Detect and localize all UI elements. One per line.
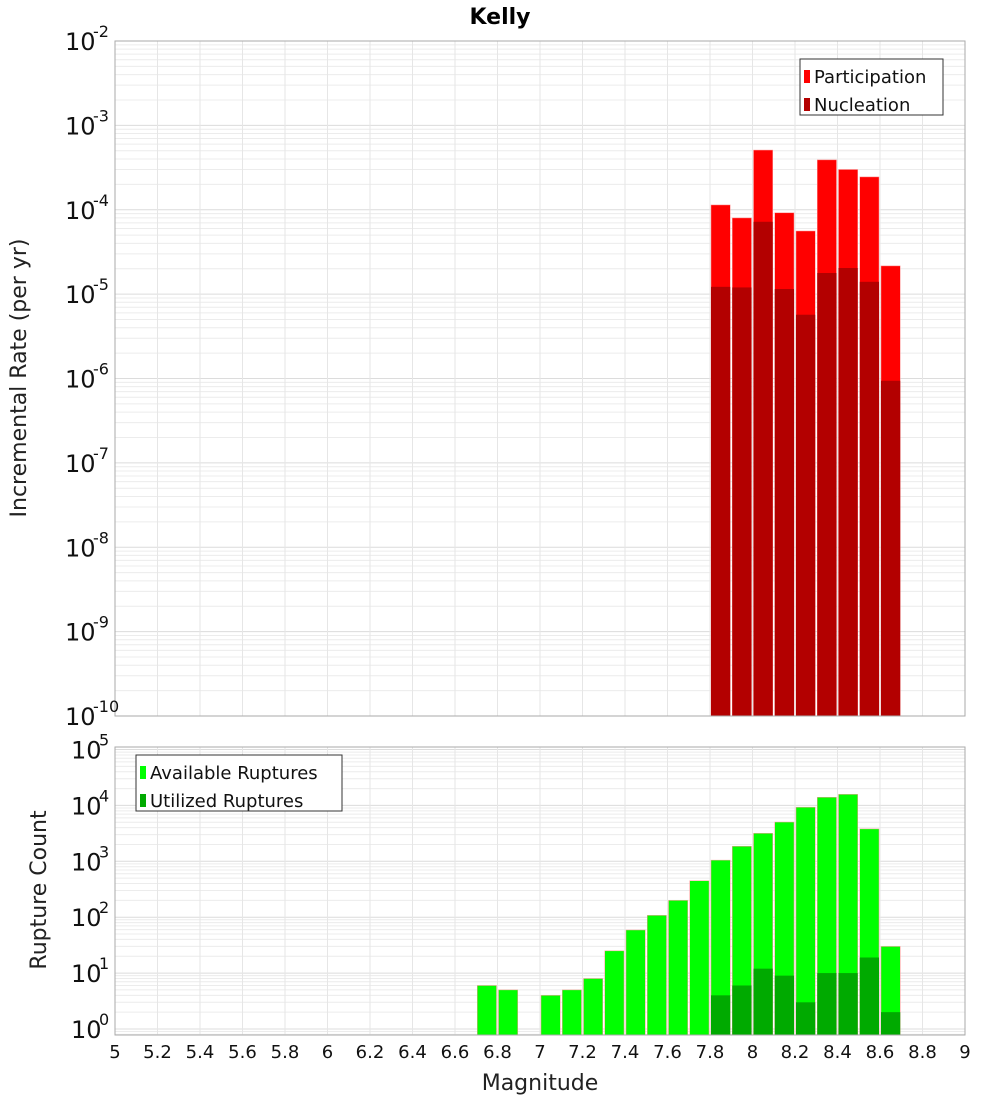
- bar-available-ruptures: [625, 929, 646, 1036]
- y-tick-label: 10: [71, 960, 102, 988]
- y-tick-label: 10: [65, 366, 96, 394]
- legend-swatch: [140, 794, 146, 807]
- x-tick-label: 8.6: [866, 1042, 895, 1063]
- y-tick-exponent: -10: [93, 697, 119, 716]
- bar-available-ruptures: [668, 900, 688, 1036]
- bar-utilized-ruptures: [881, 1012, 901, 1035]
- y-tick-label: 10: [65, 281, 96, 309]
- y-tick-exponent: -2: [93, 22, 109, 41]
- x-tick-label: 5.4: [186, 1042, 215, 1063]
- bar-nucleation: [859, 281, 879, 716]
- legend-label: Utilized Ruptures: [150, 791, 303, 812]
- y-tick-label: 10: [65, 450, 96, 478]
- y-tick-exponent: 2: [99, 898, 109, 917]
- x-tick-label: 7.8: [696, 1042, 725, 1063]
- legend-label: Participation: [814, 67, 926, 88]
- bar-utilized-ruptures: [732, 985, 752, 1035]
- bar-nucleation: [881, 380, 901, 716]
- bar-utilized-ruptures: [711, 995, 731, 1035]
- x-tick-label: 9: [959, 1042, 970, 1063]
- bar-available-ruptures: [689, 880, 710, 1036]
- y-tick-exponent: 0: [99, 1010, 109, 1029]
- y-tick-label: 10: [65, 703, 96, 731]
- x-tick-label: 8: [747, 1042, 758, 1063]
- x-tick-label: 8.2: [781, 1042, 810, 1063]
- y-tick-exponent: 4: [99, 786, 109, 805]
- y-tick-label: 10: [65, 619, 96, 647]
- y-tick-exponent: -6: [93, 360, 109, 379]
- bar-nucleation: [753, 221, 773, 716]
- x-tick-label: 5: [109, 1042, 120, 1063]
- x-tick-label: 7.6: [653, 1042, 682, 1063]
- y-tick-label: 10: [65, 28, 96, 56]
- x-tick-label: 7: [534, 1042, 545, 1063]
- bar-nucleation: [817, 272, 837, 716]
- y-tick-exponent: -4: [93, 191, 109, 210]
- y-tick-label: 10: [65, 534, 96, 562]
- x-axis-label: Magnitude: [482, 1071, 599, 1096]
- y-tick-label: 10: [65, 112, 96, 140]
- bottom-y-axis-label: Rupture Count: [27, 810, 52, 970]
- bar-available-ruptures: [604, 950, 625, 1036]
- y-tick-label: 10: [71, 737, 102, 765]
- bar-available-ruptures: [498, 989, 518, 1036]
- x-tick-label: 5.2: [143, 1042, 172, 1063]
- y-tick-label: 10: [71, 1016, 102, 1044]
- legend-swatch: [804, 98, 810, 111]
- legend-box: [799, 58, 944, 116]
- bar-utilized-ruptures: [838, 973, 858, 1035]
- y-tick-exponent: -8: [93, 528, 109, 547]
- x-tick-label: 6.6: [441, 1042, 470, 1063]
- bar-nucleation: [838, 267, 858, 716]
- legend-label: Available Ruptures: [150, 763, 318, 784]
- y-tick-label: 10: [71, 848, 102, 876]
- plot-frame: [114, 40, 966, 717]
- bar-nucleation: [711, 286, 731, 716]
- plot-frame: [114, 746, 966, 1036]
- x-tick-label: 6.2: [356, 1042, 385, 1063]
- y-tick-exponent: 1: [99, 954, 109, 973]
- x-tick-label: 8.8: [908, 1042, 937, 1063]
- y-tick-exponent: 3: [99, 842, 109, 861]
- x-tick-label: 8.4: [823, 1042, 852, 1063]
- bar-nucleation: [732, 287, 752, 716]
- x-tick-label: 6.8: [483, 1042, 512, 1063]
- bar-available-ruptures: [583, 978, 603, 1036]
- bar-available-ruptures: [540, 995, 561, 1036]
- bar-available-ruptures: [562, 989, 582, 1036]
- x-tick-label: 7.2: [568, 1042, 597, 1063]
- top-plot-area: 10-1010-910-810-710-610-510-410-310-2Par…: [65, 22, 966, 731]
- bar-utilized-ruptures: [796, 1002, 816, 1035]
- y-tick-exponent: 5: [99, 731, 109, 750]
- y-tick-label: 10: [71, 904, 102, 932]
- x-tick-label: 6.4: [398, 1042, 427, 1063]
- x-tick-label: 7.4: [611, 1042, 640, 1063]
- bar-available-ruptures: [647, 915, 667, 1036]
- bar-nucleation: [796, 314, 816, 716]
- legend-box: [135, 754, 343, 812]
- bar-utilized-ruptures: [859, 957, 879, 1035]
- bar-available-ruptures: [795, 806, 816, 1036]
- bar-utilized-ruptures: [774, 975, 794, 1035]
- bar-nucleation: [774, 289, 794, 716]
- x-tick-label: 5.8: [271, 1042, 300, 1063]
- top-y-axis-label: Incremental Rate (per yr): [7, 239, 32, 518]
- legend-swatch: [804, 70, 810, 83]
- y-tick-exponent: -9: [93, 613, 109, 632]
- y-tick-exponent: -3: [93, 106, 109, 125]
- legend-label: Nucleation: [814, 95, 910, 116]
- x-tick-label: 5.6: [228, 1042, 257, 1063]
- y-tick-exponent: -7: [93, 444, 109, 463]
- bar-available-ruptures: [477, 985, 497, 1036]
- bar-utilized-ruptures: [753, 968, 773, 1035]
- chart-title: Kelly: [469, 5, 530, 30]
- bar-utilized-ruptures: [817, 973, 837, 1035]
- x-tick-label: 6: [322, 1042, 333, 1063]
- y-tick-exponent: -5: [93, 275, 109, 294]
- y-tick-label: 10: [65, 197, 96, 225]
- legend-swatch: [140, 766, 146, 779]
- y-tick-label: 10: [71, 792, 102, 820]
